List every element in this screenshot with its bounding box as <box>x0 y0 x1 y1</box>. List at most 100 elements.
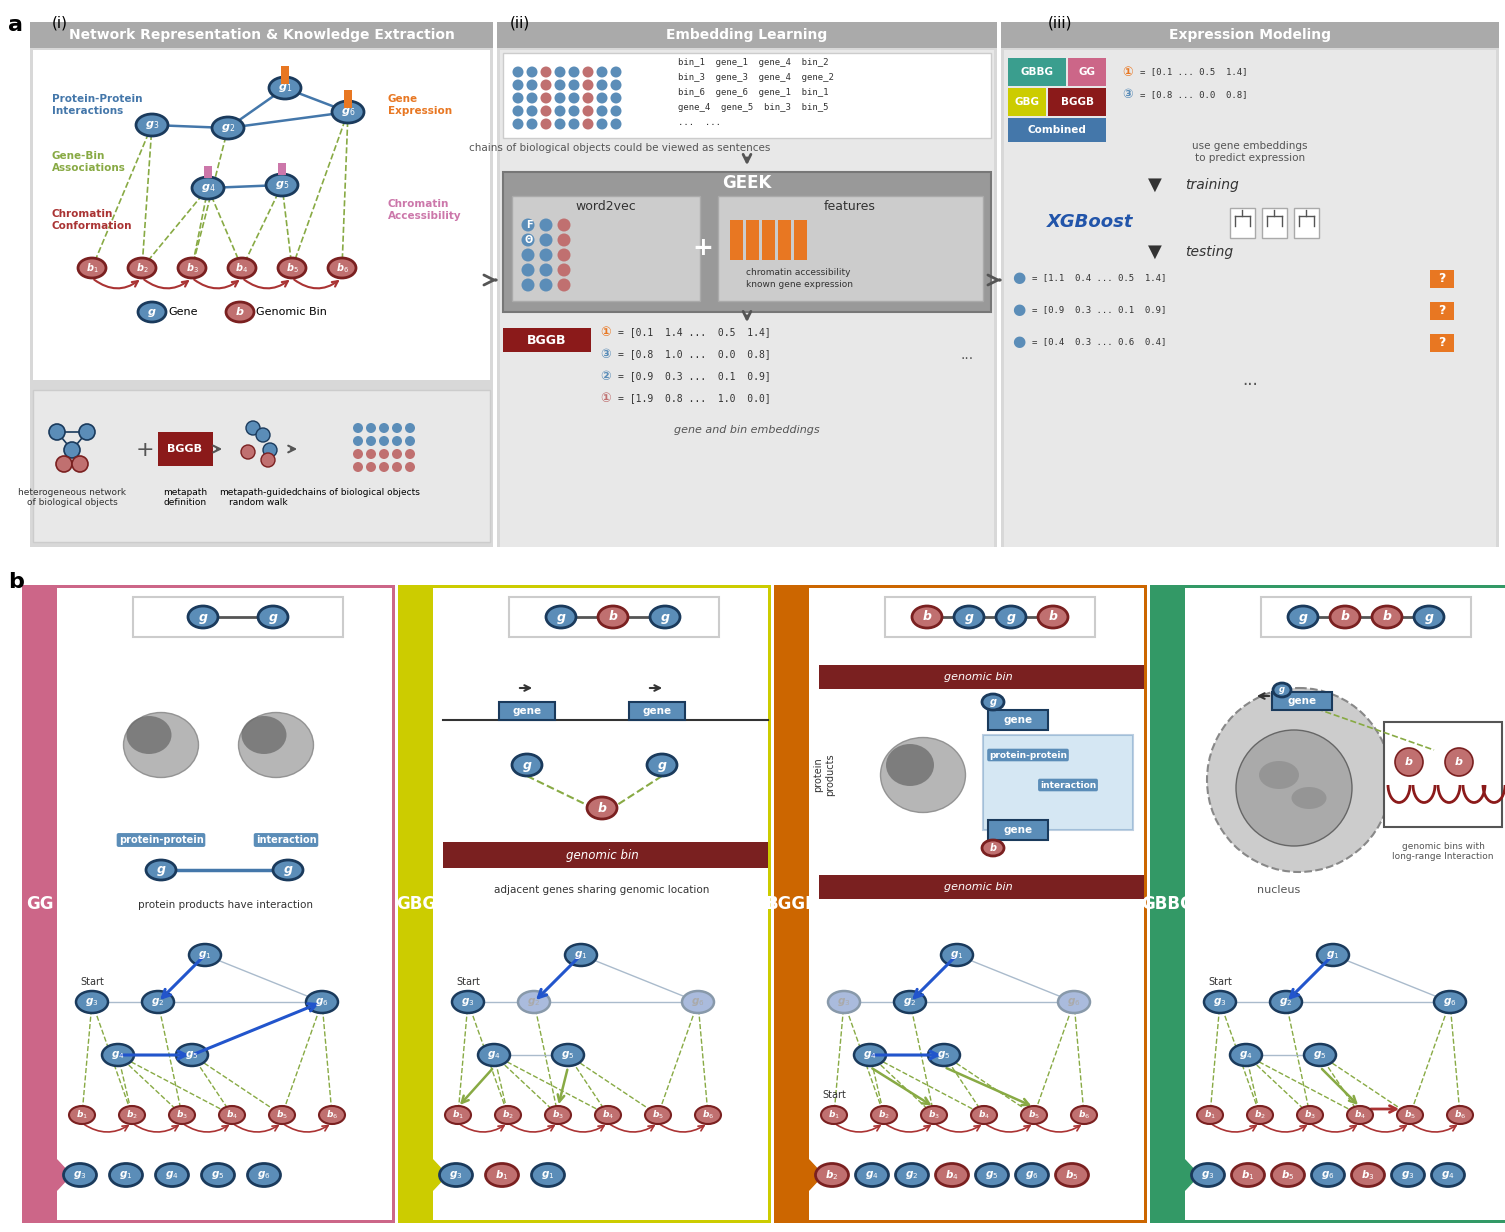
Text: bin_1  gene_1  gene_4  bin_2
bin_3  gene_3  gene_4  gene_2
bin_6  gene_6  gene_1: bin_1 gene_1 gene_4 bin_2 bin_3 gene_3 g… <box>677 58 834 127</box>
Ellipse shape <box>1434 991 1466 1013</box>
Text: +: + <box>135 440 155 460</box>
Ellipse shape <box>1016 1163 1049 1186</box>
Text: b$_2$: b$_2$ <box>126 1109 138 1121</box>
Text: g$_{3}$: g$_{3}$ <box>74 1169 87 1181</box>
Bar <box>987 821 1047 840</box>
Circle shape <box>1445 748 1473 776</box>
Ellipse shape <box>452 991 485 1013</box>
Text: nucleus: nucleus <box>1257 885 1300 894</box>
Bar <box>795 221 807 260</box>
Text: XGBoost: XGBoost <box>1047 213 1133 232</box>
Ellipse shape <box>855 1163 888 1186</box>
Ellipse shape <box>269 1106 295 1124</box>
Circle shape <box>540 106 551 117</box>
Ellipse shape <box>141 991 175 1013</box>
Text: g$_{6}$: g$_{6}$ <box>1025 1169 1038 1181</box>
Text: Gene
Expression: Gene Expression <box>388 94 452 116</box>
Circle shape <box>611 118 622 129</box>
Bar <box>1430 334 1454 352</box>
Text: g$_6$: g$_6$ <box>691 995 704 1008</box>
Text: interaction: interaction <box>1040 781 1096 790</box>
Circle shape <box>354 462 363 472</box>
Ellipse shape <box>1248 1106 1273 1124</box>
Text: b: b <box>236 307 244 317</box>
Text: g$_4$: g$_4$ <box>200 182 215 193</box>
Ellipse shape <box>518 991 549 1013</box>
Text: b$_3$: b$_3$ <box>185 261 199 275</box>
Text: g$_3$: g$_3$ <box>837 995 850 1008</box>
Bar <box>1004 51 1496 547</box>
Circle shape <box>569 106 579 117</box>
Circle shape <box>354 423 363 432</box>
Circle shape <box>539 264 552 276</box>
Circle shape <box>596 80 608 90</box>
Text: b: b <box>1455 756 1463 768</box>
Text: g$_1$: g$_1$ <box>950 949 963 961</box>
Text: b$_5$: b$_5$ <box>286 261 298 275</box>
Circle shape <box>596 67 608 78</box>
Circle shape <box>527 106 537 117</box>
Circle shape <box>557 234 570 246</box>
Text: g: g <box>147 307 157 317</box>
Ellipse shape <box>155 1163 188 1186</box>
Ellipse shape <box>1196 1106 1224 1124</box>
Text: b$_4$: b$_4$ <box>226 1109 238 1121</box>
Text: BGGB: BGGB <box>1061 97 1094 107</box>
Text: Gene: Gene <box>169 307 197 317</box>
Text: protein
products: protein products <box>813 754 835 796</box>
Text: g: g <box>557 611 566 623</box>
Ellipse shape <box>202 1163 235 1186</box>
Bar <box>1008 118 1106 142</box>
Ellipse shape <box>880 738 966 812</box>
Text: Genomic Bin: Genomic Bin <box>256 307 327 317</box>
Text: g$_{4}$: g$_{4}$ <box>865 1169 879 1181</box>
Circle shape <box>569 80 579 90</box>
Text: GEEK: GEEK <box>722 174 772 192</box>
Text: ...: ... <box>1242 371 1258 389</box>
Ellipse shape <box>278 257 306 278</box>
Circle shape <box>241 445 254 460</box>
Ellipse shape <box>178 257 206 278</box>
Ellipse shape <box>119 1106 144 1124</box>
Circle shape <box>405 423 415 432</box>
Text: Start: Start <box>80 977 104 987</box>
Bar <box>132 598 343 637</box>
Text: known gene expression: known gene expression <box>746 280 853 290</box>
Ellipse shape <box>126 716 172 754</box>
Text: metapath-guided
random walk: metapath-guided random walk <box>218 488 298 508</box>
Text: b$_{4}$: b$_{4}$ <box>945 1168 959 1181</box>
Circle shape <box>596 118 608 129</box>
Ellipse shape <box>176 1044 208 1066</box>
Circle shape <box>379 423 388 432</box>
Circle shape <box>611 106 622 117</box>
Text: g$_1$: g$_1$ <box>278 83 292 94</box>
Circle shape <box>513 92 524 103</box>
Circle shape <box>540 80 551 90</box>
Text: ●: ● <box>1011 335 1025 350</box>
Ellipse shape <box>193 177 224 200</box>
Text: BGGB: BGGB <box>167 444 203 455</box>
Bar <box>33 391 491 542</box>
Text: b: b <box>923 611 932 623</box>
Text: g$_6$: g$_6$ <box>1443 995 1457 1008</box>
Bar <box>503 53 990 138</box>
Text: b$_4$: b$_4$ <box>235 261 248 275</box>
Ellipse shape <box>1317 944 1348 966</box>
Circle shape <box>405 462 415 472</box>
Text: g: g <box>1007 611 1016 623</box>
Text: b$_6$: b$_6$ <box>1454 1109 1466 1121</box>
Circle shape <box>611 67 622 78</box>
Ellipse shape <box>975 1163 1008 1186</box>
Text: g: g <box>989 697 996 707</box>
Ellipse shape <box>241 716 286 754</box>
Text: = [0.1  1.4 ...  0.5  1.4]: = [0.1 1.4 ... 0.5 1.4] <box>619 326 771 338</box>
Text: Start: Start <box>456 977 480 987</box>
Text: g$_2$: g$_2$ <box>903 995 917 1008</box>
Text: g: g <box>199 611 208 623</box>
Bar <box>746 221 759 260</box>
Text: g: g <box>658 759 667 771</box>
Bar <box>497 22 996 48</box>
Ellipse shape <box>1204 991 1236 1013</box>
Text: genomic bin: genomic bin <box>944 671 1013 683</box>
Circle shape <box>527 92 537 103</box>
